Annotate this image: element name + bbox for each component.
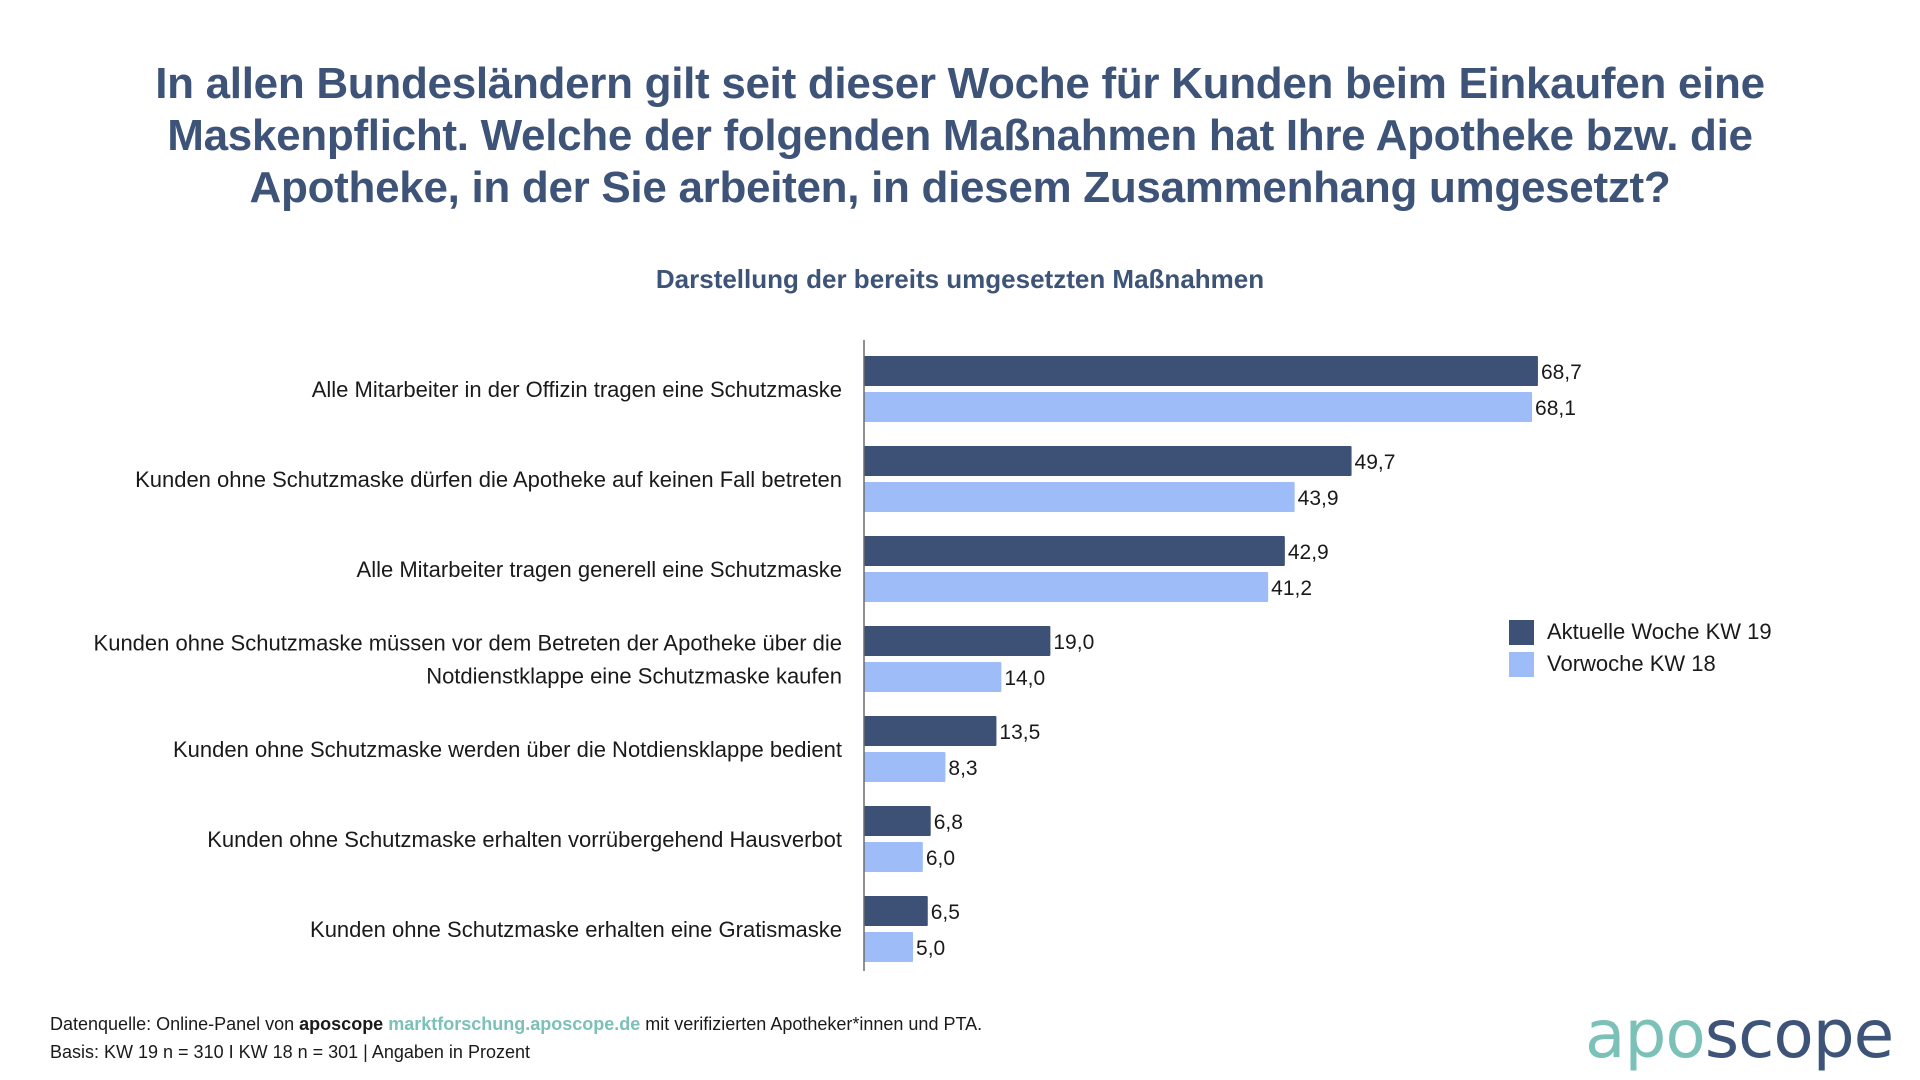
bar-previous-week <box>864 572 1269 602</box>
bar-current-week <box>864 626 1051 656</box>
category-label: Kunden ohne Schutzmaske dürfen die Apoth… <box>135 467 842 492</box>
legend-label-current: Aktuelle Woche KW 19 <box>1547 619 1772 644</box>
logo-apo: apo <box>1585 996 1706 1073</box>
category-label: Alle Mitarbeiter tragen generell eine Sc… <box>357 557 842 582</box>
footer-source-suffix: mit verifizierten Apotheker*innen und PT… <box>640 1014 983 1034</box>
legend-label-previous: Vorwoche KW 18 <box>1547 651 1716 676</box>
bar-previous-week <box>864 392 1533 422</box>
value-label: 42,9 <box>1288 541 1329 564</box>
value-label: 41,2 <box>1271 577 1312 600</box>
legend: Aktuelle Woche KW 19 Vorwoche KW 18 <box>1509 616 1772 680</box>
chart-title: In allen Bundesländern gilt seit dieser … <box>155 59 1765 212</box>
bar-previous-week <box>864 662 1002 692</box>
value-label: 43,9 <box>1298 487 1339 510</box>
category-label: Alle Mitarbeiter in der Offizin tragen e… <box>312 377 842 402</box>
value-label: 14,0 <box>1004 667 1045 690</box>
legend-swatch-previous <box>1509 651 1534 677</box>
category-label: Kunden ohne Schutzmaske werden über die … <box>173 737 842 762</box>
logo-scope: scope <box>1704 996 1895 1073</box>
bar-current-week <box>864 356 1538 386</box>
value-label: 6,0 <box>926 847 955 870</box>
value-label: 8,3 <box>948 757 977 780</box>
legend-item-previous: Vorwoche KW 18 <box>1509 648 1772 680</box>
value-label: 6,8 <box>934 811 963 834</box>
value-label: 68,1 <box>1535 397 1576 420</box>
bar-previous-week <box>864 932 914 962</box>
category-label: Kunden ohne Schutzmaske erhalten eine Gr… <box>310 917 842 942</box>
footer-basis: Basis: KW 19 n = 310 I KW 18 n = 301 | A… <box>50 1042 530 1062</box>
bar-chart: Alle Mitarbeiter in der Offizin tragen e… <box>94 340 1582 971</box>
value-label: 68,7 <box>1541 361 1582 384</box>
category-label: Kunden ohne Schutzmaske erhalten vorrübe… <box>207 827 842 852</box>
bar-current-week <box>864 896 928 926</box>
legend-item-current: Aktuelle Woche KW 19 <box>1509 616 1772 648</box>
value-label: 6,5 <box>931 901 960 924</box>
bar-current-week <box>864 446 1352 476</box>
footer: Datenquelle: Online-Panel von aposcope m… <box>50 1010 982 1066</box>
footer-brand: aposcope <box>299 1014 384 1034</box>
bar-previous-week <box>864 752 946 782</box>
bar-current-week <box>864 716 997 746</box>
footer-source: Datenquelle: Online-Panel von aposcope m… <box>50 1010 982 1038</box>
footer-link[interactable]: marktforschung.aposcope.de <box>388 1014 641 1034</box>
value-label: 19,0 <box>1053 631 1094 654</box>
chart-subtitle: Darstellung der bereits umgesetzten Maßn… <box>655 264 1265 294</box>
aposcope-logo: aposcope <box>1585 996 1895 1073</box>
value-label: 49,7 <box>1355 451 1396 474</box>
category-label: Kunden ohne Schutzmaske müssen vor dem B… <box>94 631 842 689</box>
value-label: 13,5 <box>999 721 1040 744</box>
bar-current-week <box>864 536 1285 566</box>
bar-previous-week <box>864 482 1295 512</box>
legend-swatch-current <box>1509 619 1534 645</box>
bar-current-week <box>864 806 931 836</box>
footer-source-prefix: Datenquelle: Online-Panel von <box>50 1014 300 1034</box>
bar-previous-week <box>864 842 923 872</box>
value-label: 5,0 <box>916 937 945 960</box>
